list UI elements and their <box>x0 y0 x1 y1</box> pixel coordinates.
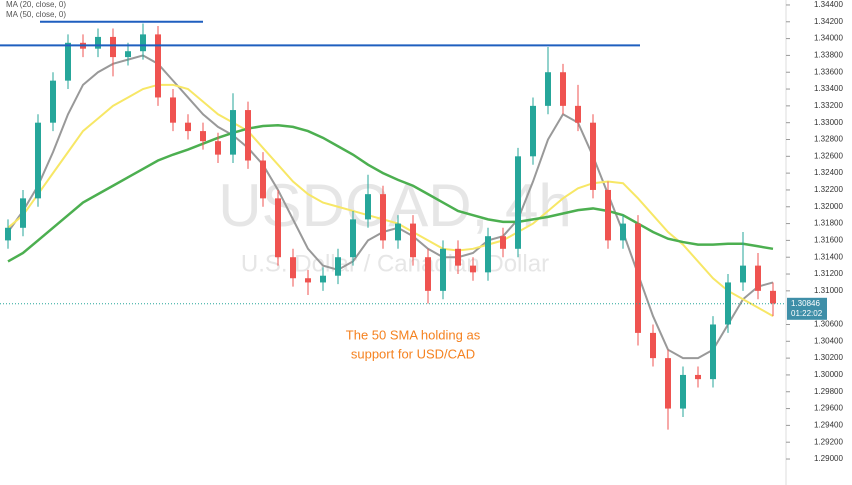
ma-line <box>7 54 774 360</box>
candle-body <box>515 156 521 249</box>
candle-body <box>485 236 491 273</box>
candle-body <box>425 257 431 291</box>
candle-body <box>380 194 386 241</box>
y-tick-label: 1.30400 <box>814 336 843 345</box>
y-tick-label: 1.30600 <box>814 320 843 329</box>
candle-body <box>770 290 776 304</box>
candle-body <box>500 236 506 249</box>
candle-body <box>725 282 731 325</box>
candle-body <box>650 332 656 359</box>
candle-body <box>140 34 146 52</box>
candle-body <box>215 141 221 155</box>
candle-body <box>20 198 26 228</box>
y-tick-label: 1.32000 <box>814 202 843 211</box>
candle-body <box>320 275 326 283</box>
y-tick-label: 1.33400 <box>814 84 843 93</box>
y-tick-label: 1.33600 <box>814 67 843 76</box>
candle-body <box>350 219 356 258</box>
y-tick-label: 1.31800 <box>814 219 843 228</box>
candle-body <box>275 198 281 258</box>
ma-line <box>7 83 774 317</box>
y-tick-label: 1.29400 <box>814 420 843 429</box>
candle-body <box>635 223 641 333</box>
y-tick-label: 1.30200 <box>814 353 843 362</box>
candle-body <box>455 248 461 266</box>
y-tick-label: 1.31600 <box>814 236 843 245</box>
candle-body <box>590 122 596 190</box>
candle-body <box>365 194 371 220</box>
candle-body <box>290 257 296 279</box>
candle-body <box>395 223 401 241</box>
y-tick-label: 1.33000 <box>814 118 843 127</box>
candle-body <box>470 265 476 273</box>
plot <box>5 23 776 430</box>
y-tick-label: 1.31000 <box>814 286 843 295</box>
candle-body <box>95 36 101 49</box>
candle-body <box>530 105 536 157</box>
legend-entry: MA (50, close, 0) <box>6 10 66 19</box>
countdown: 01:22:02 <box>791 309 823 318</box>
candle-body <box>5 227 11 241</box>
y-tick-label: 1.30000 <box>814 370 843 379</box>
candle-body <box>245 110 251 161</box>
candle-body <box>125 51 131 58</box>
y-tick-label: 1.34200 <box>814 17 843 26</box>
y-tick-label: 1.34000 <box>814 34 843 43</box>
candle-body <box>155 34 161 98</box>
candle-body <box>170 97 176 123</box>
last-price-label: 1.30846 <box>791 299 820 308</box>
candle-body <box>200 131 206 142</box>
y-tick-label: 1.29200 <box>814 437 843 446</box>
candle-body <box>545 72 551 106</box>
annotation: The 50 SMA holding as <box>346 327 481 342</box>
y-tick-label: 1.29000 <box>814 454 843 463</box>
last-price-box <box>787 297 827 320</box>
candle-body <box>695 374 701 380</box>
ma-line <box>7 123 774 263</box>
candle-body <box>560 72 566 106</box>
candle-body <box>740 265 746 283</box>
candle-body <box>65 42 71 81</box>
candle-body <box>440 248 446 291</box>
candle-body <box>110 36 116 58</box>
candle-body <box>680 374 686 409</box>
candle-body <box>665 358 671 409</box>
candle-body <box>335 257 341 276</box>
y-tick-label: 1.32800 <box>814 135 843 144</box>
y-tick-label: 1.31200 <box>814 269 843 278</box>
candle-body <box>260 160 266 199</box>
y-tick-label: 1.33200 <box>814 101 843 110</box>
candle-body <box>410 223 416 258</box>
y-tick-label: 1.32200 <box>814 185 843 194</box>
legend-entry: MA (20, close, 0) <box>6 0 66 9</box>
y-tick-label: 1.32400 <box>814 168 843 177</box>
candle-body <box>605 189 611 241</box>
y-tick-label: 1.29600 <box>814 404 843 413</box>
candle-body <box>50 80 56 123</box>
annotation: support for USD/CAD <box>351 346 475 361</box>
candle-body <box>35 122 41 199</box>
candle-body <box>305 278 311 283</box>
y-tick-label: 1.33800 <box>814 51 843 60</box>
y-tick-label: 1.34400 <box>814 0 843 9</box>
candle-body <box>710 324 716 380</box>
candle-body <box>230 110 236 155</box>
candle-body <box>185 122 191 132</box>
y-tick-label: 1.32600 <box>814 151 843 160</box>
candle-body <box>575 105 581 123</box>
y-tick-label: 1.31400 <box>814 252 843 261</box>
candle-body <box>620 223 626 241</box>
candle-body <box>755 265 761 291</box>
y-tick-label: 1.29800 <box>814 387 843 396</box>
